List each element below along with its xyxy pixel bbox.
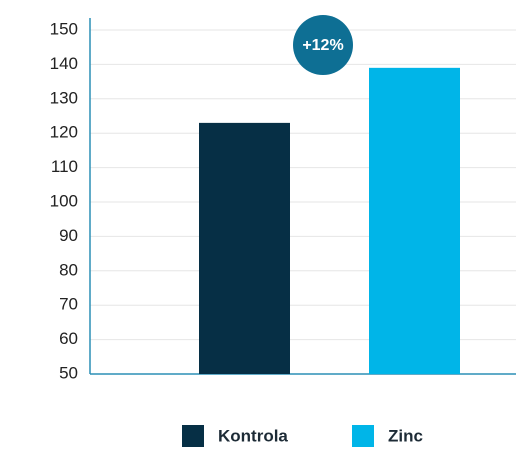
legend-label: Kontrola bbox=[218, 426, 288, 445]
y-tick-label: 130 bbox=[50, 88, 78, 107]
y-tick-label: 110 bbox=[51, 157, 78, 176]
y-tick-label: 120 bbox=[50, 123, 78, 142]
y-tick-label: 60 bbox=[59, 329, 78, 348]
y-tick-label: 140 bbox=[50, 54, 78, 73]
y-tick-label: 90 bbox=[59, 226, 78, 245]
y-tick-label: 100 bbox=[50, 191, 78, 210]
y-tick-label: 50 bbox=[59, 363, 78, 382]
annotation-text: +12% bbox=[302, 37, 343, 54]
y-tick-label: 150 bbox=[50, 19, 78, 38]
annotation-badge bbox=[293, 15, 353, 75]
bar bbox=[199, 122, 290, 374]
y-tick-label: 70 bbox=[59, 295, 78, 314]
legend-swatch bbox=[352, 425, 374, 447]
y-tick-label: 80 bbox=[59, 260, 78, 279]
legend-swatch bbox=[182, 425, 204, 447]
legend-label: Zinc bbox=[388, 426, 423, 445]
bar bbox=[369, 67, 460, 374]
